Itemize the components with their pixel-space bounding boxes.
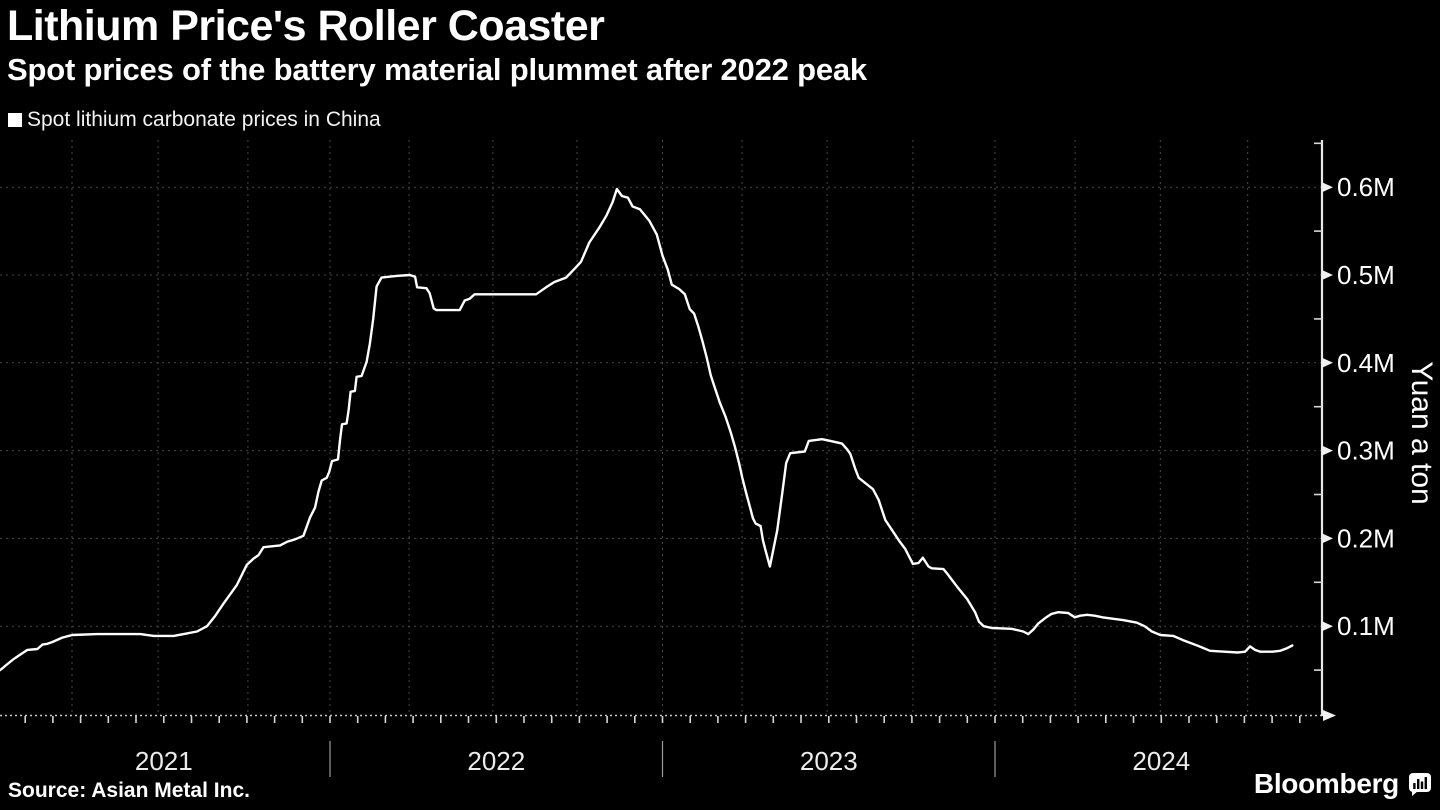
y-major-tick-arrow bbox=[1322, 270, 1333, 280]
y-tick-label: 0.6M bbox=[1337, 172, 1395, 202]
x-year-label: 2022 bbox=[467, 746, 525, 776]
bloomberg-chart-icon bbox=[1409, 773, 1431, 796]
y-major-tick-arrow bbox=[1322, 445, 1333, 456]
y-tick-label: 0.4M bbox=[1337, 348, 1395, 378]
y-tick-label: 0.3M bbox=[1337, 436, 1395, 466]
x-year-label: 2023 bbox=[800, 746, 858, 776]
price-line bbox=[0, 187, 1294, 672]
bloomberg-logo: Bloomberg bbox=[1254, 768, 1432, 800]
legend-label: Spot lithium carbonate prices in China bbox=[27, 108, 381, 131]
x-axis-arrow bbox=[1323, 710, 1336, 721]
source-note: Source: Asian Metal Inc. bbox=[8, 779, 250, 802]
y-tick-label: 0.1M bbox=[1337, 611, 1395, 641]
y-axis-title: Yuan a ton bbox=[1405, 361, 1438, 505]
x-year-label: 2024 bbox=[1132, 746, 1190, 776]
legend-marker-icon bbox=[8, 113, 22, 127]
x-year-label: 2021 bbox=[135, 746, 193, 776]
legend: Spot lithium carbonate prices in China bbox=[8, 107, 381, 133]
y-major-tick-arrow bbox=[1322, 621, 1333, 632]
y-tick-label: 0.5M bbox=[1337, 260, 1395, 290]
page-subtitle: Spot prices of the battery material plum… bbox=[7, 52, 867, 87]
y-tick-label: 0.2M bbox=[1337, 523, 1395, 553]
y-major-tick-arrow bbox=[1322, 533, 1333, 544]
bloomberg-wordmark: Bloomberg bbox=[1253, 768, 1399, 799]
y-major-tick-arrow bbox=[1322, 357, 1333, 368]
y-major-tick-arrow bbox=[1322, 182, 1333, 193]
page-title: Lithium Price's Roller Coaster bbox=[7, 2, 605, 50]
